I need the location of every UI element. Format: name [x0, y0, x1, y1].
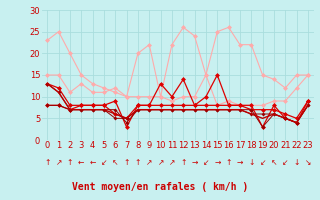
Text: ↗: ↗ [55, 158, 62, 167]
Text: ↓: ↓ [248, 158, 254, 167]
Text: ↗: ↗ [157, 158, 164, 167]
Text: ↖: ↖ [271, 158, 277, 167]
Text: ←: ← [78, 158, 84, 167]
Text: ↑: ↑ [135, 158, 141, 167]
Text: →: → [191, 158, 198, 167]
Text: ↗: ↗ [146, 158, 152, 167]
Text: ←: ← [89, 158, 96, 167]
Text: ↑: ↑ [44, 158, 51, 167]
Text: ↙: ↙ [282, 158, 288, 167]
Text: ↑: ↑ [180, 158, 187, 167]
Text: Vent moyen/en rafales ( km/h ): Vent moyen/en rafales ( km/h ) [72, 182, 248, 192]
Text: ↖: ↖ [112, 158, 118, 167]
Text: ↑: ↑ [225, 158, 232, 167]
Text: ↓: ↓ [293, 158, 300, 167]
Text: ↑: ↑ [124, 158, 130, 167]
Text: ↑: ↑ [67, 158, 73, 167]
Text: ↘: ↘ [305, 158, 311, 167]
Text: ↙: ↙ [260, 158, 266, 167]
Text: →: → [237, 158, 243, 167]
Text: ↙: ↙ [101, 158, 107, 167]
Text: ↗: ↗ [169, 158, 175, 167]
Text: ↙: ↙ [203, 158, 209, 167]
Text: →: → [214, 158, 220, 167]
